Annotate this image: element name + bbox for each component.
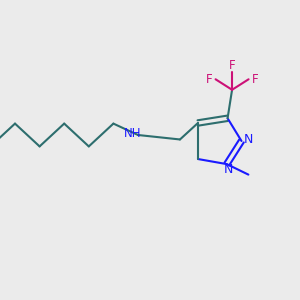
Text: NH: NH [124,127,141,140]
Text: F: F [252,73,259,86]
Text: N: N [224,163,233,176]
Text: N: N [243,133,253,146]
Text: F: F [229,59,236,72]
Text: F: F [206,73,212,86]
